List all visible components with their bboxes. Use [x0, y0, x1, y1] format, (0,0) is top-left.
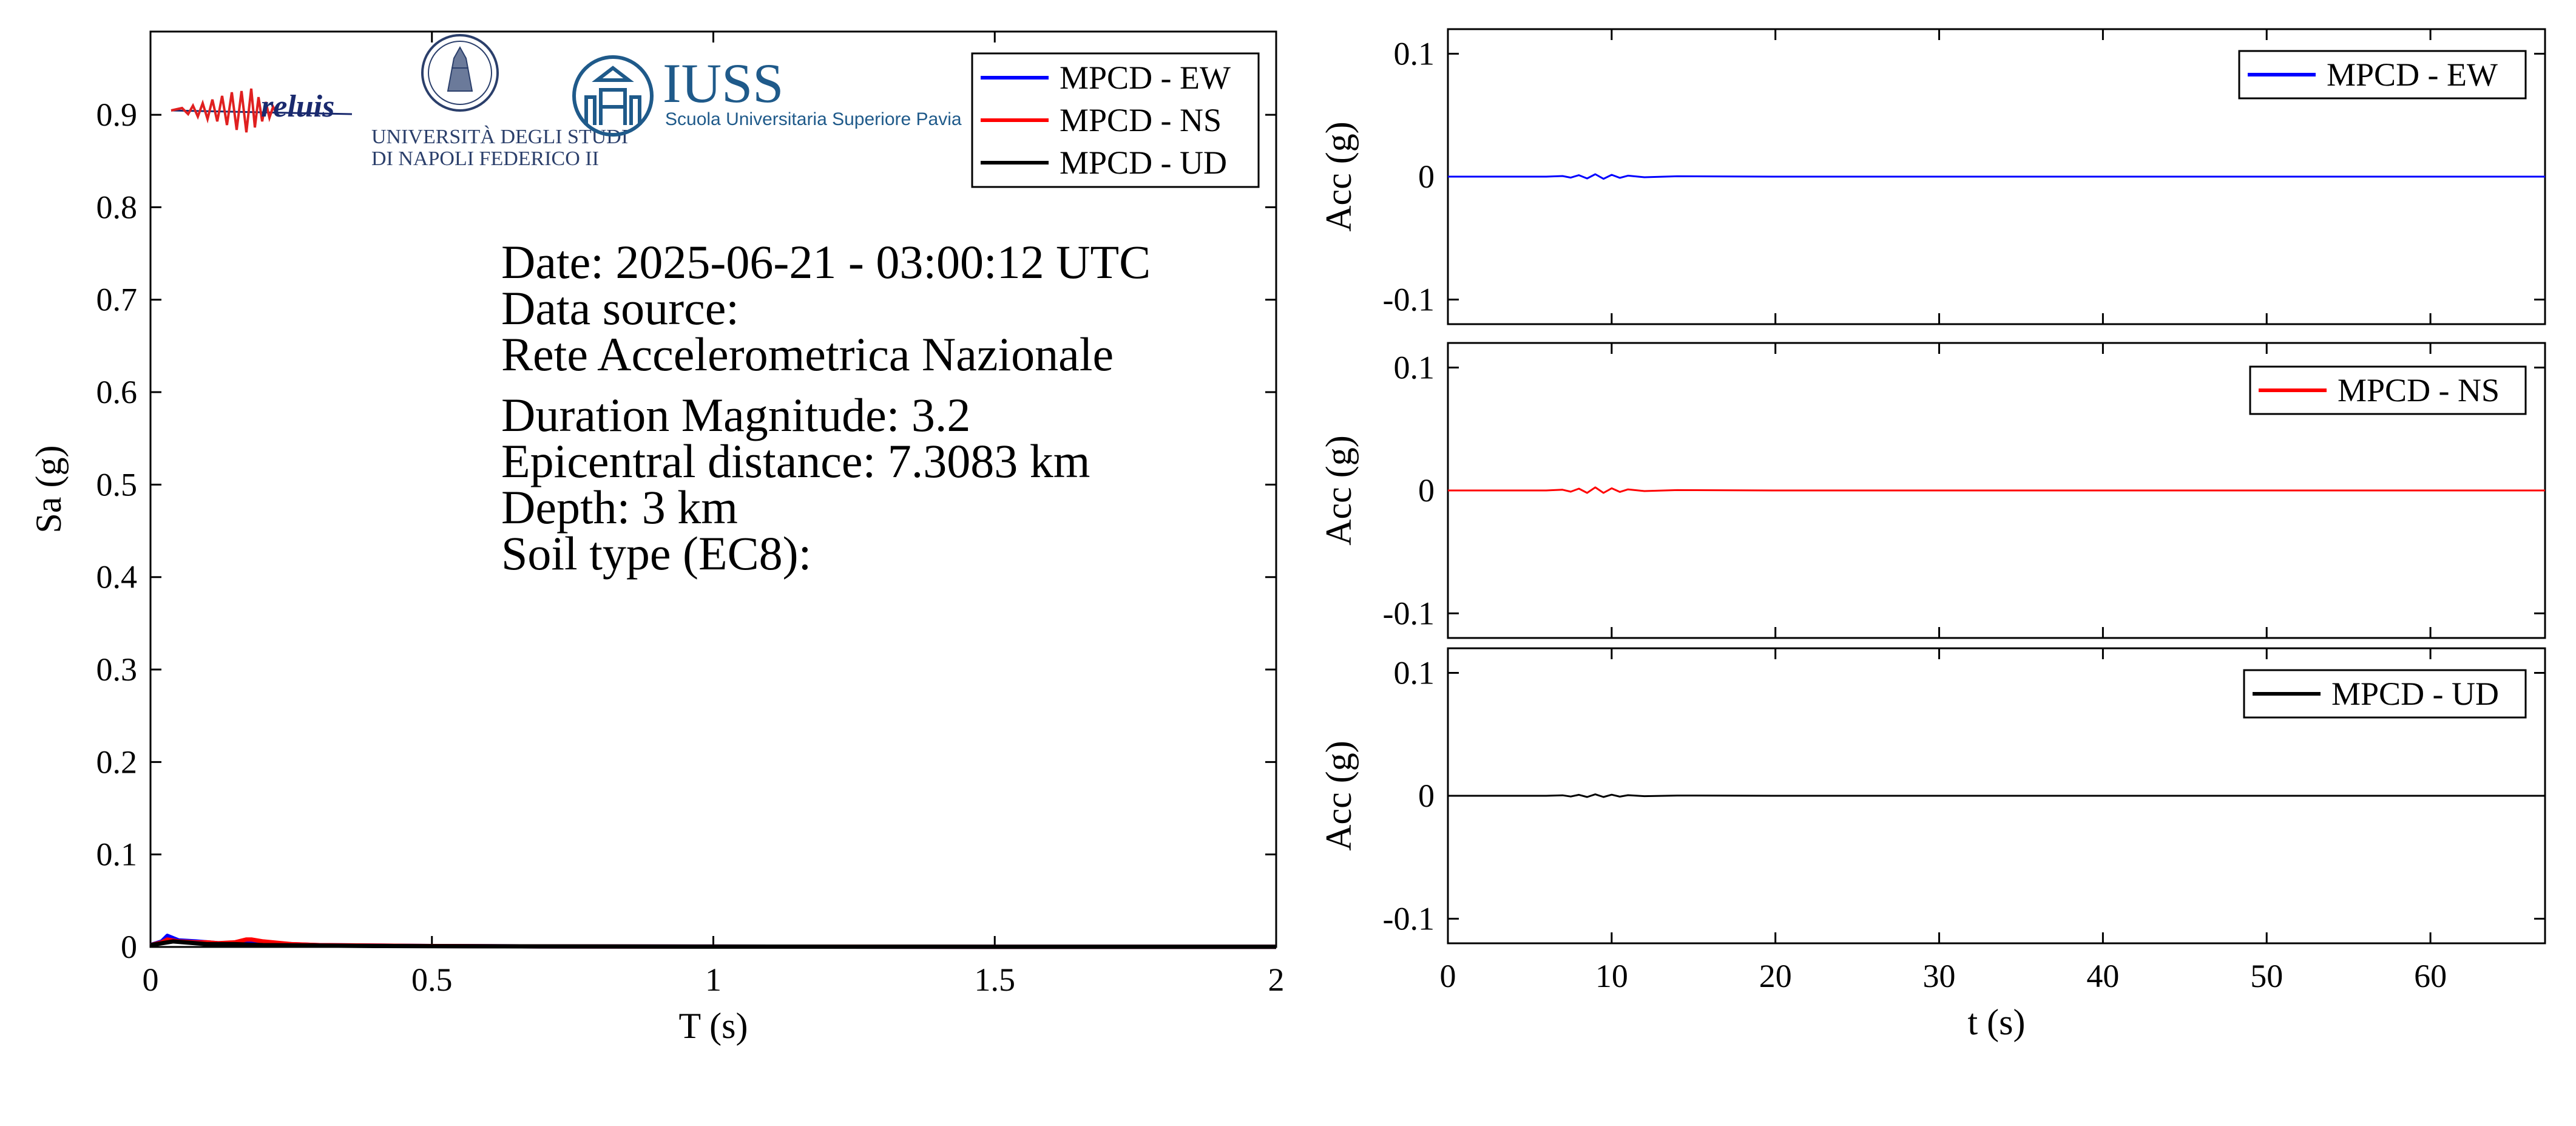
unina-logo-line1: UNIVERSITÀ DEGLI STUDI [371, 126, 628, 148]
acc-2-ytick-label: -0.1 [1383, 595, 1435, 632]
spectrum-ytick-label: 0.5 [96, 466, 138, 503]
spectrum-ytick-label: 0.3 [96, 651, 138, 688]
acc-3-xtick-label: 0 [1440, 958, 1456, 994]
acc-1-ytick-label: 0.1 [1394, 36, 1435, 72]
response-spectrum-panel: 0 0.1 0.2 0.3 0.4 0.5 0.6 0.7 0.8 0.9 0 0.5 1 1.5 2 T (… [29, 30, 1285, 1046]
acc-3-ylabel: Acc (g) [1319, 741, 1359, 851]
spectrum-xlabel: T (s) [679, 1006, 748, 1046]
acc-2-ylabel: Acc (g) [1319, 435, 1359, 546]
iuss-logo-subtitle: Scuola Universitaria Superiore Pavia [665, 109, 962, 129]
event-date: Date: 2025-06-21 - 03:00:12 UTC [501, 236, 1151, 288]
acc-3-xtick-label: 30 [1923, 958, 1956, 994]
event-depth: Depth: 3 km [501, 481, 738, 534]
acc-1-ytick-label: -0.1 [1383, 282, 1435, 318]
spectrum-ytick-label: 0.1 [96, 836, 138, 873]
spectrum-ylabel: Sa (g) [29, 446, 69, 534]
acc-3-ytick-label: 0.1 [1394, 655, 1435, 691]
spectrum-ytick-label: 0.8 [96, 189, 138, 225]
spectrum-ytick-label: 0 [121, 929, 137, 965]
data-source-label: Data source: [501, 282, 739, 334]
event-info: Date: 2025-06-21 - 03:00:12 UTC Data sou… [501, 236, 1151, 580]
data-source-network: Rete Accelerometrica Nazionale [501, 328, 1114, 381]
unina-logo-line2: DI NAPOLI FEDERICO II [371, 148, 599, 170]
acc-3-series-mpcd-ud [1448, 793, 2545, 798]
legend-label-ns: MPCD - NS [1060, 102, 1222, 138]
acc-3-xtick-label: 60 [2414, 958, 2447, 994]
ew-legend: MPCD - EW [2238, 50, 2527, 100]
unina-logo: UNIVERSITÀ DEGLI STUDI DI NAPOLI FEDERIC… [371, 34, 628, 170]
ew-legend-label: MPCD - EW [2327, 56, 2498, 93]
reluis-waveform-icon [171, 88, 278, 133]
spectrum-legend: MPCD - EW MPCD - NS MPCD - UD [971, 52, 1260, 188]
acc-1-series-mpcd-ew [1448, 173, 2545, 180]
accelerogram-mpcd-ud: -0.100.10 10 20 30 40 50 60t (s)Acc (g) [1319, 647, 2546, 1042]
spectrum-ytick-label: 0.6 [96, 374, 138, 410]
spectrum-ytick-label: 0.4 [96, 559, 138, 595]
acc-3-xlabel: t (s) [1968, 1002, 2026, 1042]
ud-legend-label: MPCD - UD [2331, 676, 2499, 712]
spectrum-xtick-label: 2 [1268, 962, 1285, 998]
duration-magnitude: Duration Magnitude: 3.2 [501, 388, 970, 441]
acc-3-ytick-label: -0.1 [1383, 901, 1435, 937]
reluis-logo: reluis [171, 88, 353, 133]
acc-2-series-mpcd-ns [1448, 486, 2545, 494]
acc-2-ytick-label: 0.1 [1394, 350, 1435, 386]
iuss-building-icon [584, 66, 641, 125]
legend-label-ew: MPCD - EW [1060, 59, 1231, 96]
spectrum-ytick-label: 0.7 [96, 282, 138, 318]
spectrum-ytick-label: 0.2 [96, 744, 138, 780]
spectrum-series-mpcd-ud [150, 939, 1277, 949]
acc-3-xtick-label: 40 [2086, 958, 2119, 994]
acc-3-ytick-label: 0 [1418, 778, 1435, 814]
acc-3-xtick-label: 50 [2250, 958, 2283, 994]
acc-3-xtick-label: 10 [1595, 958, 1628, 994]
iuss-logo-title: IUSS [663, 52, 783, 114]
ns-legend-label: MPCD - NS [2338, 372, 2500, 409]
acc-1-ylabel: Acc (g) [1319, 121, 1359, 232]
spectrum-ytick-label: 0.9 [96, 97, 138, 133]
acc-2-ytick-label: 0 [1418, 472, 1435, 509]
epicentral-distance: Epicentral distance: 7.3083 km [501, 435, 1090, 487]
unina-seal-figure-icon [447, 46, 473, 92]
soil-type: Soil type (EC8): [501, 527, 811, 580]
spectrum-xtick-label: 0.5 [411, 962, 453, 998]
spectrum-xtick-label: 0 [143, 962, 159, 998]
ns-legend: MPCD - NS [2249, 365, 2527, 415]
reluis-logo-text: reluis [261, 89, 334, 124]
acc-1-ytick-label: 0 [1418, 158, 1435, 195]
acc-3-xtick-label: 20 [1759, 958, 1792, 994]
spectrum-xtick-label: 1 [705, 962, 722, 998]
ud-legend: MPCD - UD [2243, 669, 2527, 719]
iuss-logo: IUSS Scuola Universitaria Superiore Pavi… [572, 52, 962, 137]
spectrum-xtick-label: 1.5 [975, 962, 1016, 998]
legend-label-ud: MPCD - UD [1060, 144, 1227, 181]
